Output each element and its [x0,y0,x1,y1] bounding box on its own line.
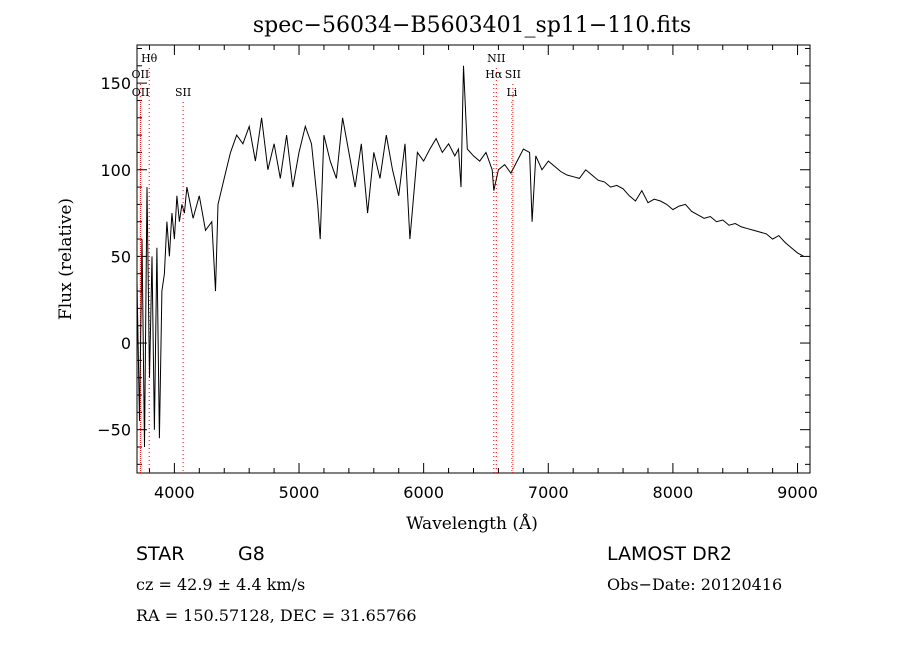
spectral-line-label: Hα [485,68,503,81]
spectral-line-label: Li [506,86,517,99]
obs-date-label: Obs−Date: 20120416 [607,575,782,594]
x-tick-label: 5000 [279,483,320,502]
object-class-label: STAR [136,543,184,565]
spectral-line-label: SII [505,68,521,81]
x-tick-label: 9000 [777,483,818,502]
spectral-line-markers [139,68,514,473]
subclass-label: G8 [238,543,265,565]
y-tick-label: 50 [111,247,131,266]
y-tick-label: 0 [121,334,131,353]
spectral-line-label: Hθ [141,52,158,65]
x-tick-label: 4000 [154,483,195,502]
spectral-line-label: OII [132,86,150,99]
survey-label: LAMOST DR2 [607,543,732,565]
spectral-line-label: NII [487,52,505,65]
plot-frame [136,44,811,474]
axis-ticks [137,45,810,473]
y-tick-labels: −50 0 50 100 150 [97,74,131,440]
spectrum-series-line [136,65,805,448]
cz-label: cz = 42.9 ± 4.4 km/s [136,575,305,594]
spectral-line-label: OII [132,68,150,81]
chart-title: spec−56034−B5603401_sp11−110.fits [253,13,691,38]
y-tick-label: 100 [100,161,131,180]
x-axis-label: Wavelength (Å) [406,513,538,534]
x-tick-label: 6000 [403,483,444,502]
x-tick-labels: 4000 5000 6000 7000 8000 9000 [154,483,818,502]
y-axis-label: Flux (relative) [56,198,76,320]
y-tick-label: −50 [97,421,131,440]
spectral-line-label: SII [175,86,191,99]
y-tick-label: 150 [100,74,131,93]
x-tick-label: 7000 [528,483,569,502]
coords-label: RA = 150.57128, DEC = 31.65766 [136,606,417,625]
x-tick-label: 8000 [653,483,694,502]
